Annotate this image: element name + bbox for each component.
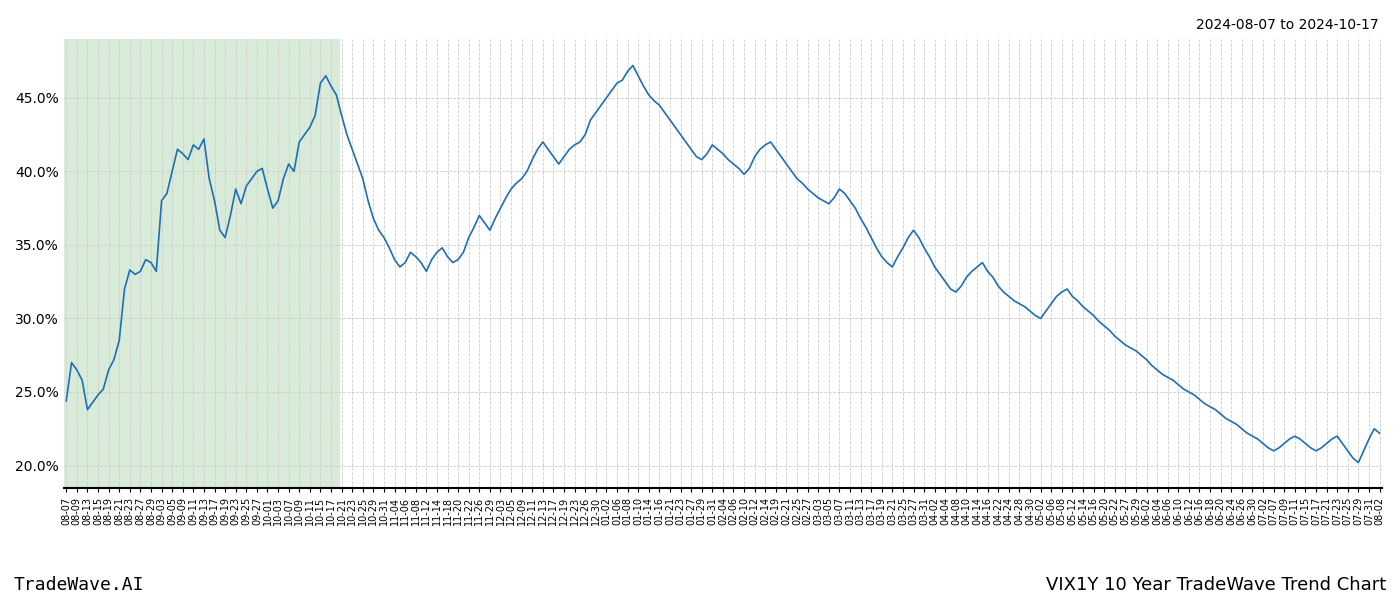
- Text: TradeWave.AI: TradeWave.AI: [14, 576, 144, 594]
- Bar: [63, 39, 339, 488]
- Text: VIX1Y 10 Year TradeWave Trend Chart: VIX1Y 10 Year TradeWave Trend Chart: [1046, 576, 1386, 594]
- Text: 2024-08-07 to 2024-10-17: 2024-08-07 to 2024-10-17: [1197, 18, 1379, 32]
